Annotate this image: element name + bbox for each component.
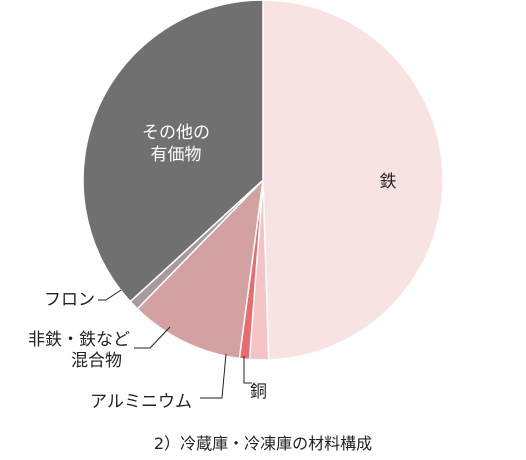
leader-line-2	[200, 353, 227, 399]
leader-line-3	[134, 326, 171, 349]
slice-label-5: その他の有価物	[142, 123, 210, 165]
pie-slice-3	[136, 177, 265, 360]
pie-slice-5	[82, 0, 264, 303]
slice-label-4: フロン	[44, 290, 95, 310]
slice-label-2: アルミニウム	[90, 392, 192, 412]
leader-line-1	[243, 356, 252, 384]
pie-slice-0	[262, 0, 444, 361]
leader-line-4	[98, 289, 122, 301]
pie-slices	[82, 0, 444, 361]
chart-title: 2）冷蔵庫・冷凍庫の材料構成	[153, 434, 373, 453]
slice-label-0: 鉄	[380, 172, 397, 192]
slice-label-3: 非鉄・鉄など混合物	[28, 330, 130, 371]
leader-lines	[98, 289, 252, 399]
slice-label-1: 銅	[250, 382, 267, 402]
